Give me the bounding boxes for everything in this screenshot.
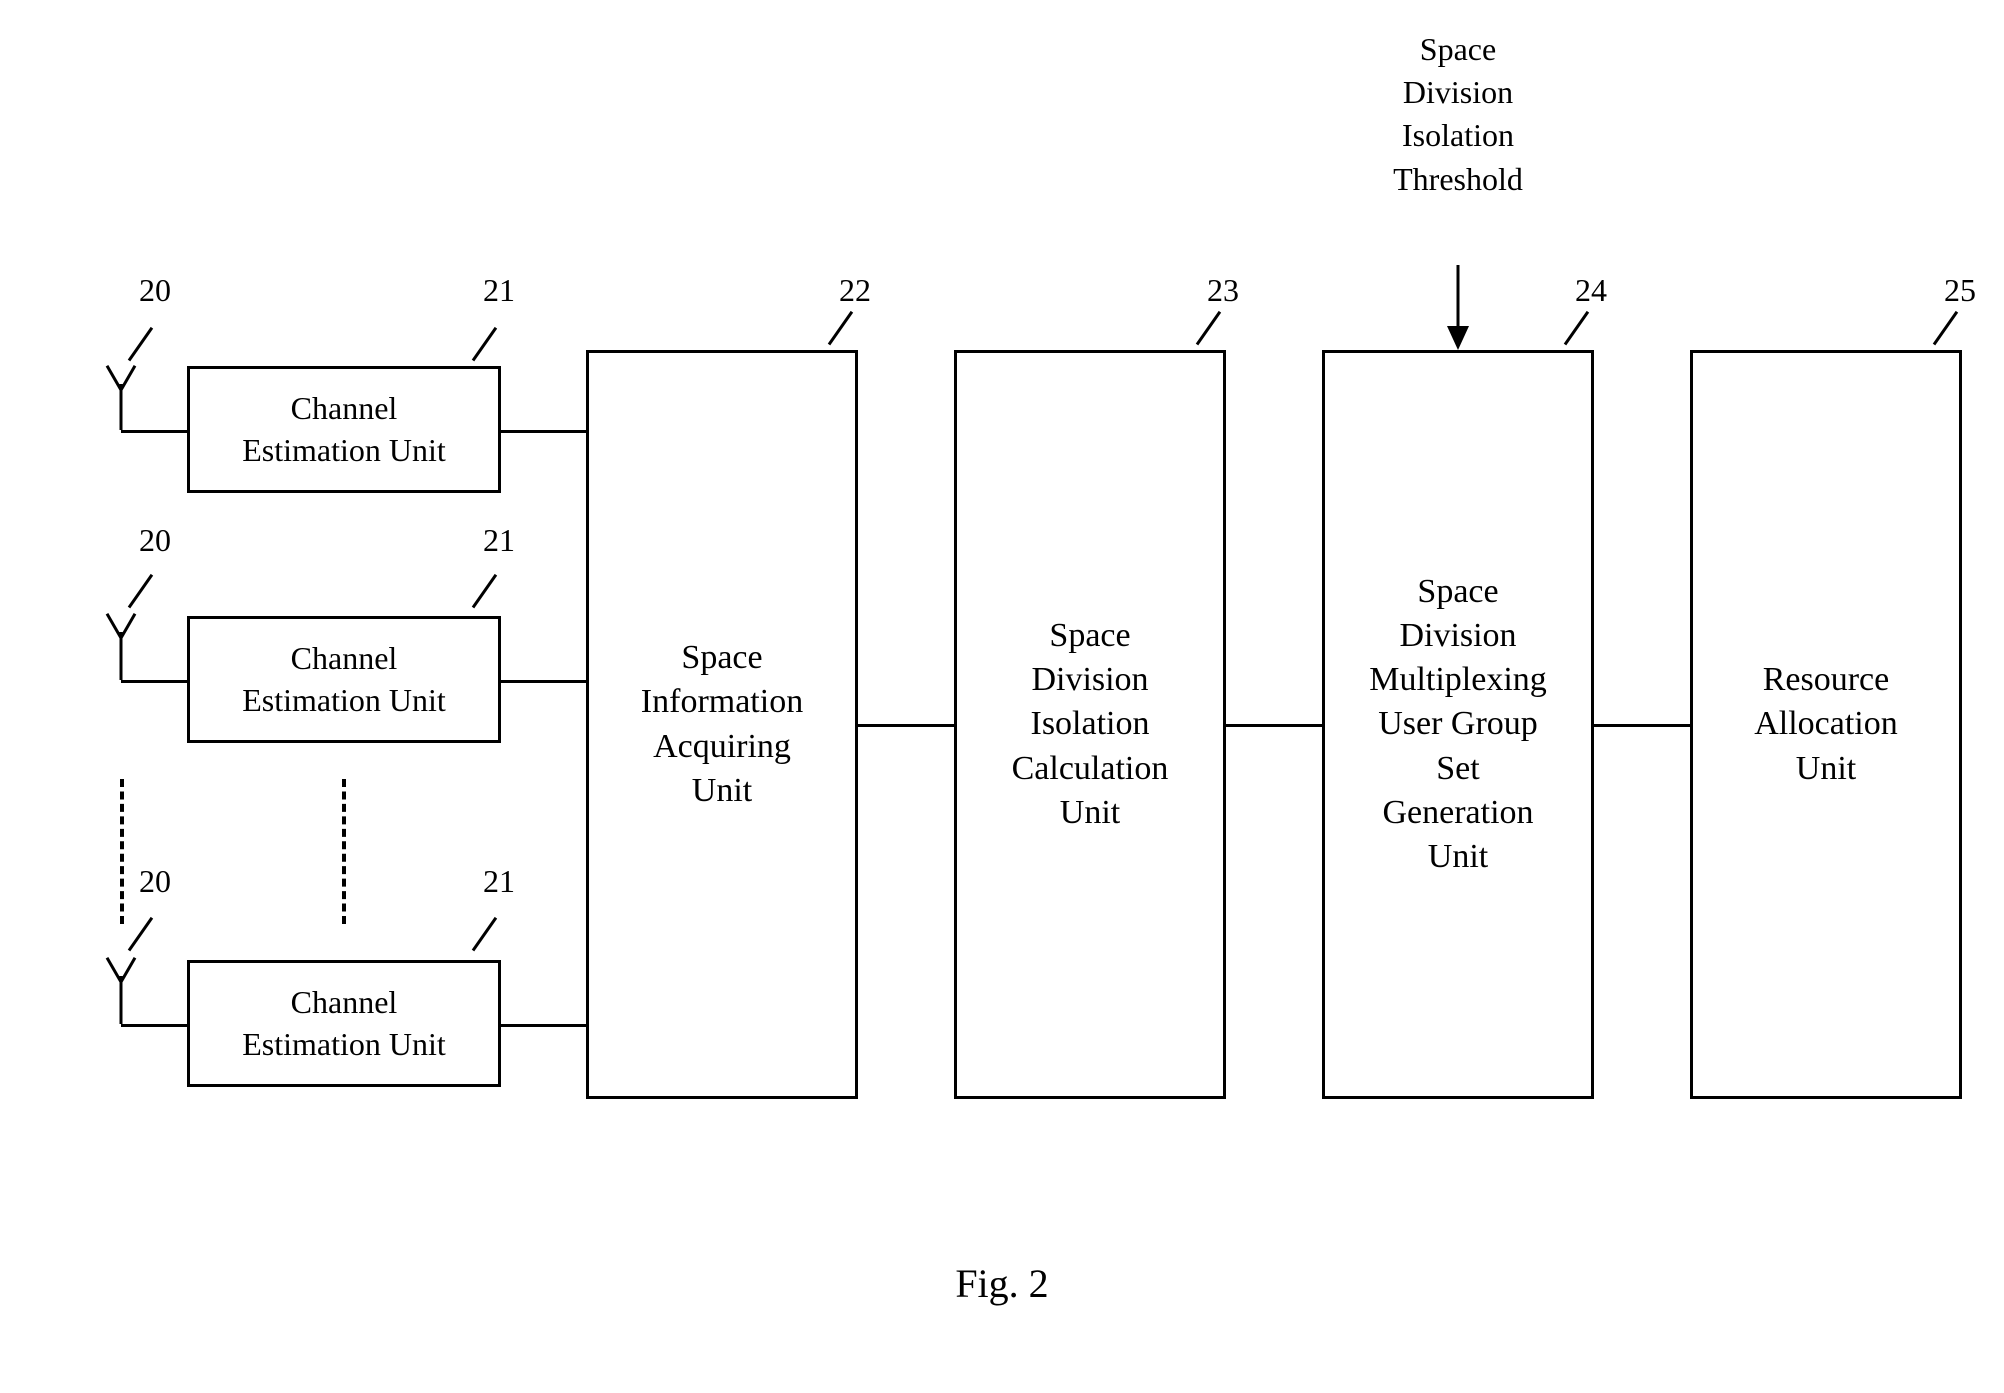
b24-label: SpaceDivisionMultiplexingUser GroupSetGe… <box>1369 570 1547 879</box>
channel-estimation-unit-3: ChannelEstimation Unit <box>187 960 501 1087</box>
threshold-arrow <box>1443 265 1473 350</box>
threshold-input-label: SpaceDivisionIsolationThreshold <box>1343 28 1573 201</box>
space-division-isolation-calc-unit: SpaceDivisionIsolationCalculationUnit <box>954 350 1226 1099</box>
conn-b24-b25 <box>1594 724 1690 727</box>
conn-ch1-b22 <box>501 430 586 433</box>
ref-24: 24 <box>1575 272 1607 309</box>
b23-label: SpaceDivisionIsolationCalculationUnit <box>1012 614 1169 835</box>
caption-text: Fig. 2 <box>955 1261 1048 1306</box>
diagram-canvas: SpaceDivisionIsolationThreshold 20 20 20… <box>0 0 2004 1393</box>
ref-20-1: 20 <box>139 272 171 309</box>
space-info-acquiring-unit: SpaceInformationAcquiringUnit <box>586 350 858 1099</box>
conn-ch3-b22 <box>501 1024 586 1027</box>
ref-25: 25 <box>1944 272 1976 309</box>
ch3-label: ChannelEstimation Unit <box>242 982 446 1065</box>
conn-b23-b24 <box>1226 724 1322 727</box>
ref-20-3: 20 <box>139 863 171 900</box>
figure-caption: Fig. 2 <box>0 1260 2004 1307</box>
b25-label: ResourceAllocationUnit <box>1754 658 1898 791</box>
threshold-text: SpaceDivisionIsolationThreshold <box>1393 31 1523 197</box>
b22-label: SpaceInformationAcquiringUnit <box>641 636 803 813</box>
conn-ant3-ch3 <box>121 1024 187 1027</box>
ellipsis-units <box>342 779 346 924</box>
ref-20-2: 20 <box>139 522 171 559</box>
antenna-3 <box>106 954 136 1024</box>
sdm-user-group-set-gen-unit: SpaceDivisionMultiplexingUser GroupSetGe… <box>1322 350 1594 1099</box>
ref-22: 22 <box>839 272 871 309</box>
ref-21-3: 21 <box>483 863 515 900</box>
conn-b22-b23 <box>858 724 954 727</box>
ch2-label: ChannelEstimation Unit <box>242 638 446 721</box>
channel-estimation-unit-2: ChannelEstimation Unit <box>187 616 501 743</box>
ref-23: 23 <box>1207 272 1239 309</box>
ellipsis-antennas <box>120 779 124 924</box>
conn-ant2-ch2 <box>121 680 187 683</box>
ch1-label: ChannelEstimation Unit <box>242 388 446 471</box>
channel-estimation-unit-1: ChannelEstimation Unit <box>187 366 501 493</box>
conn-ch2-b22 <box>501 680 586 683</box>
conn-ant1-ch1 <box>121 430 187 433</box>
antenna-2 <box>106 610 136 680</box>
antenna-1 <box>106 362 136 430</box>
resource-allocation-unit: ResourceAllocationUnit <box>1690 350 1962 1099</box>
ref-21-1: 21 <box>483 272 515 309</box>
ref-21-2: 21 <box>483 522 515 559</box>
